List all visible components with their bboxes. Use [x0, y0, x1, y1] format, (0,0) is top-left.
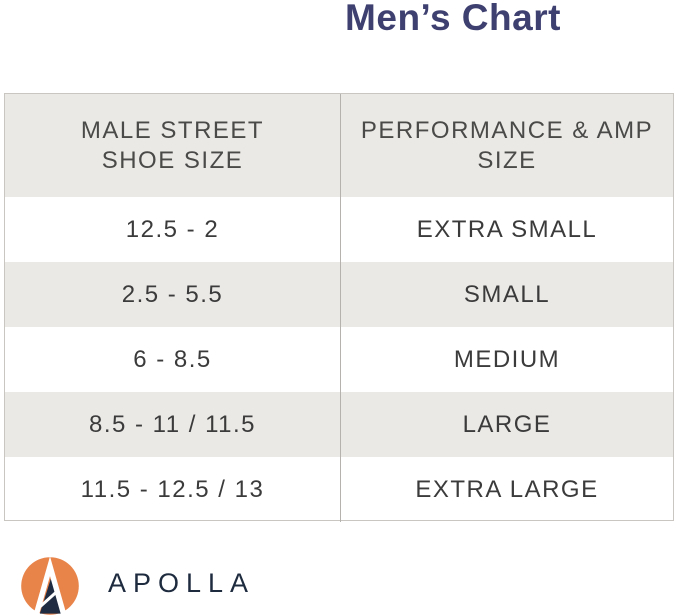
shoe-size-value: 2.5 - 5.5 — [5, 262, 341, 327]
shoe-size-value: 12.5 - 2 — [5, 197, 341, 262]
header-shoe-size: MALE STREET SHOE SIZE — [5, 94, 341, 197]
shoe-size-value: 11.5 - 12.5 / 13 — [5, 457, 341, 522]
shoe-size-value: 8.5 - 11 / 11.5 — [5, 392, 341, 457]
amp-size-value: EXTRA LARGE — [415, 475, 599, 503]
header-shoe-size-line2: SHOE SIZE — [101, 146, 244, 174]
page-title: Men’s Chart — [345, 0, 561, 38]
table-row: 6 - 8.5 MEDIUM — [5, 327, 673, 392]
header-performance-size-line2: SIZE — [477, 146, 537, 174]
header-performance-size-line1: PERFORMANCE & AMP — [360, 116, 654, 144]
table-header-row: MALE STREET SHOE SIZE PERFORMANCE & AMP … — [5, 94, 673, 197]
amp-size-value: SMALL — [463, 280, 551, 308]
amp-size-value: MEDIUM — [453, 345, 561, 373]
table-row: 11.5 - 12.5 / 13 EXTRA LARGE — [5, 457, 673, 522]
table-row: 8.5 - 11 / 11.5 LARGE — [5, 392, 673, 457]
header-performance-size: PERFORMANCE & AMP SIZE — [341, 94, 673, 197]
shoe-size-value: 6 - 8.5 — [5, 327, 341, 392]
apolla-wordmark: APOLLA — [108, 567, 256, 598]
amp-size-value: EXTRA SMALL — [416, 215, 598, 243]
size-chart-table: MALE STREET SHOE SIZE PERFORMANCE & AMP … — [4, 93, 674, 522]
apolla-logo: APOLLA — [20, 556, 255, 616]
table-row: 2.5 - 5.5 SMALL — [5, 262, 673, 327]
amp-size-value: LARGE — [462, 410, 552, 438]
header-shoe-size-line1: MALE STREET — [80, 116, 265, 144]
table-row: 12.5 - 2 EXTRA SMALL — [5, 197, 673, 262]
apolla-logo-icon — [21, 556, 79, 616]
